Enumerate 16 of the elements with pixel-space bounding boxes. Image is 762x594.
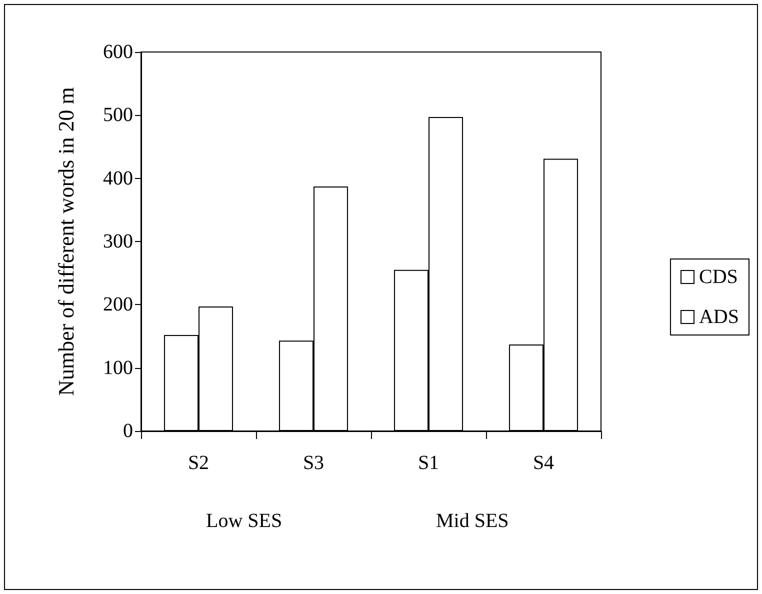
y-tick-label: 400 [103, 167, 133, 190]
y-tick-label: 200 [103, 294, 133, 316]
text: Mid SES [436, 510, 509, 532]
x-tick-label: S2 [188, 452, 210, 474]
y-tick-label: 500 [103, 104, 133, 126]
legend-label: CDS [698, 266, 738, 288]
x-tick-label: S4 [532, 452, 554, 474]
y-tick-label: 600 [103, 41, 133, 63]
x-tick-label: S3 [302, 452, 324, 474]
y-axis-title: Number of different words in 20 m [54, 87, 78, 396]
y-tick-label: 0 [123, 420, 133, 442]
text: Low SES [206, 510, 282, 532]
y-tick-label: 100 [103, 356, 133, 379]
x-tick-label: S1 [418, 452, 440, 474]
y-tick-label: 300 [103, 230, 133, 252]
legend-label: ADS [698, 306, 740, 328]
